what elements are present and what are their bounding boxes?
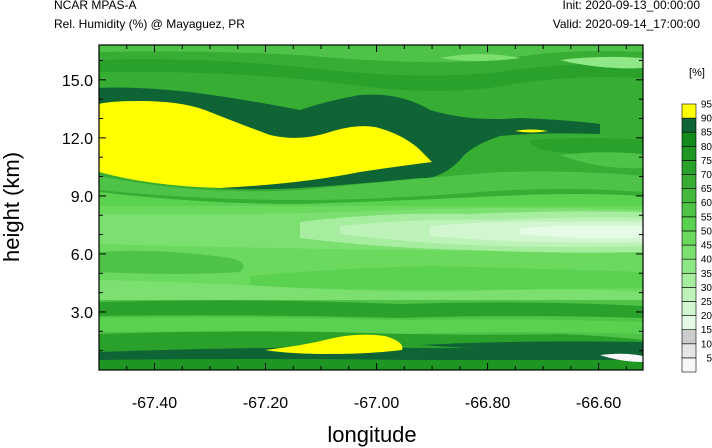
- colorbar-swatch: [681, 301, 697, 316]
- colorbar-label: 60: [701, 198, 712, 209]
- y-axis-title: height (km): [0, 152, 24, 262]
- colorbar-label: 85: [701, 128, 712, 139]
- upper-right-blob: [530, 138, 643, 157]
- colorbar-swatch: [681, 343, 697, 359]
- colorbar-label: 30: [701, 283, 712, 294]
- x-tick-label: -66.80: [465, 395, 510, 412]
- surface-band: [99, 359, 643, 370]
- colorbar-swatch: [681, 272, 697, 288]
- colorbar-swatch: [681, 117, 697, 133]
- colorbar-units: [%]: [689, 67, 705, 79]
- top-moist-lens: [440, 54, 520, 61]
- y-axis: 3.0 6.0 9.0 12.0 15.0: [62, 59, 643, 371]
- colorbar-swatch: [681, 258, 697, 274]
- colorbar-label: 50: [701, 226, 712, 237]
- colorbar-label: 70: [701, 170, 712, 181]
- heatmap-field: [99, 45, 643, 370]
- colorbar-label: 45: [701, 241, 712, 252]
- colorbar-label: 55: [701, 212, 712, 223]
- upper-saturated-region: [99, 101, 432, 188]
- x-tick-label: -67.20: [243, 395, 288, 412]
- colorbar-swatch: [681, 315, 697, 330]
- colorbar-label: 20: [701, 311, 712, 322]
- top-band-2: [99, 59, 643, 91]
- colorbar-swatch: [681, 202, 697, 218]
- dry-layer-core: [520, 225, 643, 239]
- small-saturated-patch: [515, 129, 548, 133]
- colorbar-swatch: [681, 230, 697, 246]
- lower-dark-streak: [420, 341, 643, 354]
- colorbar: 5 10 15 20 25 30 35 40 45 50 55 60 65 70 75 80 85 90 95: [681, 100, 712, 373]
- init-time: Init: 2020-09-13_00:00:00: [562, 0, 700, 12]
- x-tick-label: -67.40: [132, 395, 177, 412]
- plot-frame: [98, 44, 644, 371]
- colorbar-label: 5: [706, 353, 712, 364]
- colorbar-swatch: [681, 357, 697, 373]
- surface-dry-spot: [600, 353, 643, 362]
- colorbar-label: 10: [701, 339, 712, 350]
- colorbar-label: 15: [701, 325, 712, 336]
- upper-right-blob-2: [560, 152, 643, 169]
- colorbar-swatch: [681, 188, 697, 204]
- colorbar-swatch: [681, 131, 697, 147]
- top-right-lens: [560, 56, 643, 69]
- valid-time: Valid: 2020-09-14_17:00:00: [552, 17, 700, 31]
- colorbar-label: 95: [701, 100, 712, 111]
- colorbar-swatch: [681, 174, 697, 189]
- model-name: NCAR MPAS-A: [54, 0, 137, 12]
- lower-band-2: [99, 317, 643, 334]
- colorbar-label: 35: [701, 269, 712, 280]
- lower-mid-blob-left: [99, 250, 244, 274]
- x-tick-label: -66.60: [576, 395, 621, 412]
- colorbar-swatch: [681, 216, 697, 232]
- x-axis-title: longitude: [327, 422, 416, 447]
- chart-title: Rel. Humidity (%) @ Mayaguez, PR: [54, 17, 245, 31]
- colorbar-swatch: [681, 244, 697, 260]
- colorbar-swatch: [681, 287, 697, 302]
- colorbar-label: 75: [701, 156, 712, 167]
- lower-band-1: [99, 300, 643, 318]
- mid-band-1: [99, 171, 643, 200]
- colorbar-swatch: [681, 103, 697, 119]
- colorbar-label: 40: [701, 255, 712, 266]
- colorbar-label: 25: [701, 297, 712, 308]
- x-axis: -67.40 -67.20 -67.00 -66.80 -66.60: [98, 45, 627, 412]
- colorbar-label: 80: [701, 142, 712, 153]
- colorbar-label: 65: [701, 184, 712, 195]
- colorbar-label: 90: [701, 114, 712, 125]
- y-tick-label: 9.0: [71, 189, 93, 206]
- colorbar-swatch: [681, 146, 697, 161]
- lower-mid-band: [250, 266, 643, 290]
- low-saturated-patch: [265, 334, 403, 354]
- colorbar-swatch: [681, 160, 697, 175]
- lower-mid-band-2: [99, 280, 643, 304]
- y-tick-label: 3.0: [71, 305, 93, 322]
- y-tick-label: 15.0: [62, 73, 93, 90]
- y-tick-label: 12.0: [62, 131, 93, 148]
- x-tick-label: -67.00: [354, 395, 399, 412]
- y-tick-label: 6.0: [71, 247, 93, 264]
- colorbar-swatch: [681, 329, 697, 345]
